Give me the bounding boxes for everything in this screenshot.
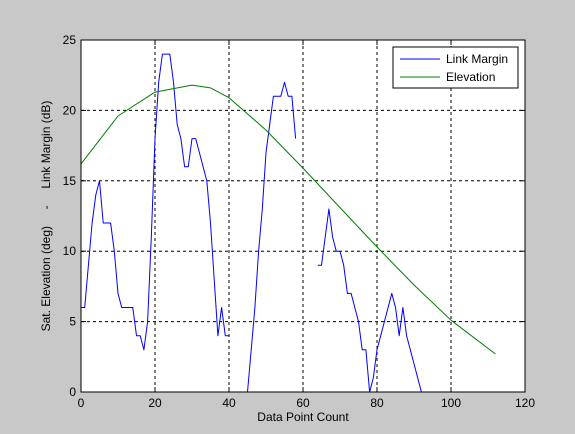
y-tick-label: 15 [63,174,77,188]
series-line-elevation [80,84,496,355]
series-line-link-margin [247,81,297,393]
x-tick-label: 100 [441,396,461,410]
y-tick-label: 5 [69,315,76,329]
legend-box [392,46,519,89]
tick-labels: 0 20 40 60 80 100 120 0 5 10 15 20 25 [63,33,536,410]
x-tick-label: 40 [222,396,236,410]
x-tick-label: 60 [296,396,310,410]
grid-lines [81,40,525,392]
y-tick-label: 25 [63,33,77,47]
y-tick-label: 0 [69,385,76,399]
y-tick-label: 20 [63,103,77,117]
x-tick-label: 20 [148,396,162,410]
series-line-link-margin [81,53,229,351]
x-tick-label: 0 [78,396,85,410]
x-tick-label: 80 [370,396,384,410]
axis-ticks [80,39,526,393]
y-tick-label: 10 [63,244,77,258]
legend-label-elevation: Elevation [446,70,495,84]
x-axis-label: Data Point Count [257,410,349,424]
legend: Link Margin Elevation [392,46,519,89]
legend-label-link-margin: Link Margin [446,52,508,66]
x-tick-label: 120 [515,396,535,410]
y-axis-label: Sat. Elevation (deg) - Link Margin (dB) [39,101,53,332]
